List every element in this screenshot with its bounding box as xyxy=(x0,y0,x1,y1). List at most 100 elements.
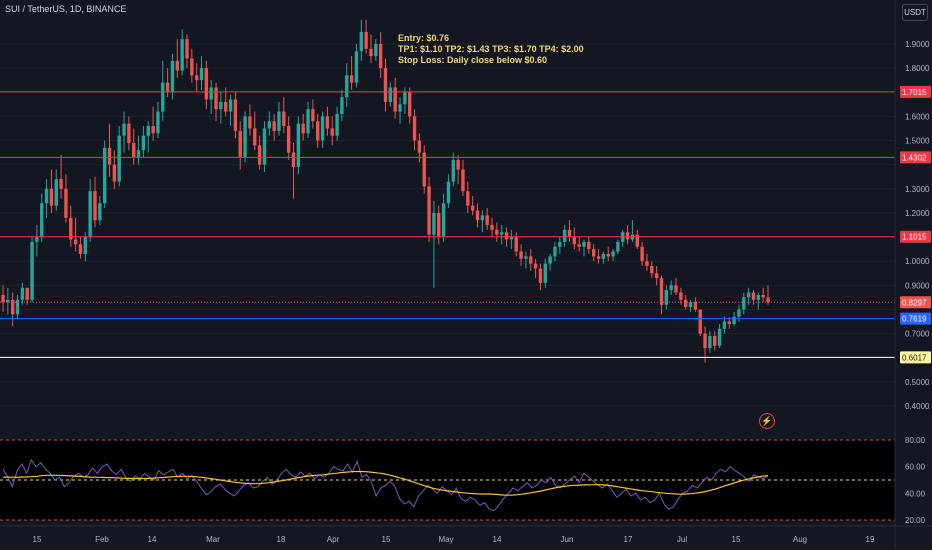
candle-body xyxy=(437,212,441,238)
candle-body xyxy=(199,68,204,81)
level-price-label: 0.7619 xyxy=(902,315,927,324)
x-axis-tick: Feb xyxy=(95,535,109,544)
candle-body xyxy=(446,181,451,204)
candle-body xyxy=(359,31,363,52)
annotation-entry: Entry: $0.76 xyxy=(398,33,450,43)
candle-body xyxy=(480,215,485,221)
candle-body xyxy=(364,31,368,49)
x-axis-tick: 15 xyxy=(382,535,391,544)
candle-body xyxy=(262,128,267,165)
candle-body xyxy=(161,82,165,112)
candle-body xyxy=(40,203,44,238)
candle-body xyxy=(44,188,49,204)
candle-body xyxy=(25,287,29,300)
candle-body xyxy=(345,75,349,98)
x-axis-tick: 18 xyxy=(277,535,286,544)
level-price-label-box xyxy=(900,85,931,98)
candle-body xyxy=(432,212,436,235)
candle-body xyxy=(248,116,252,129)
price-axis-tick: 0.9000 xyxy=(905,281,930,290)
candle-body xyxy=(112,164,117,182)
rsi-line xyxy=(2,458,769,512)
candle-body xyxy=(703,333,707,349)
x-axis-tick: Apr xyxy=(327,535,340,544)
currency-badge[interactable]: USDT xyxy=(902,4,928,21)
price-axis-tick: 0.5000 xyxy=(905,378,930,387)
candle-body xyxy=(761,294,765,298)
candle-body xyxy=(175,60,179,71)
candle-body xyxy=(558,241,562,247)
candle-body xyxy=(20,287,25,300)
x-axis-tick: Mar xyxy=(206,535,220,544)
candle-body xyxy=(185,39,189,59)
candle-body xyxy=(587,241,591,250)
candle-body xyxy=(296,123,301,168)
candle-body xyxy=(582,241,586,247)
candle-body xyxy=(78,244,83,254)
candle-body xyxy=(756,294,761,300)
candle-body xyxy=(538,268,543,283)
x-axis-tick: 19 xyxy=(866,535,875,544)
candle-body xyxy=(427,186,431,235)
candle-body xyxy=(374,44,378,57)
candle-body xyxy=(504,232,509,240)
x-axis-tick: 14 xyxy=(493,535,502,544)
candle-body xyxy=(751,292,756,300)
candle-body xyxy=(141,135,146,151)
candle-body xyxy=(204,68,209,100)
candle-body xyxy=(127,123,131,143)
candle-body xyxy=(650,266,654,274)
candle-body xyxy=(49,188,54,206)
candle-body xyxy=(470,205,475,211)
candle-body xyxy=(330,128,334,136)
annotation-targets: TP1: $1.10 TP2: $1.43 TP3: $1.70 TP4: $2… xyxy=(398,44,584,54)
candle-body xyxy=(194,75,199,81)
x-axis-tick: 14 xyxy=(148,535,157,544)
annotation-stop: Stop Loss: Daily close below $0.60 xyxy=(398,55,548,65)
candle-body xyxy=(562,229,567,242)
candle-body xyxy=(654,273,659,279)
candle-body xyxy=(122,123,126,136)
candle-body xyxy=(316,121,320,141)
candle-body xyxy=(98,203,102,221)
candle-body xyxy=(282,111,286,127)
candle-body xyxy=(742,297,746,310)
candle-body xyxy=(233,99,238,131)
price-axis-tick: 1.9000 xyxy=(905,40,930,49)
candle-body xyxy=(301,123,305,134)
candle-body xyxy=(146,126,150,136)
level-price-label-box xyxy=(900,296,931,309)
candle-body xyxy=(30,241,34,300)
candle-body xyxy=(170,60,175,93)
candle-body xyxy=(35,237,39,242)
candle-body xyxy=(408,92,412,117)
candle-body xyxy=(441,203,446,238)
price-axis-tick: 1.8000 xyxy=(905,64,930,73)
candle-body xyxy=(611,251,615,257)
candle-body xyxy=(717,328,722,346)
candle-body xyxy=(475,210,480,221)
candle-body xyxy=(683,299,688,308)
candle-body xyxy=(596,256,601,259)
lightning-icon[interactable]: ⚡ xyxy=(759,413,775,429)
candle-body xyxy=(393,87,397,112)
x-axis-tick: 17 xyxy=(624,535,633,544)
candle-body xyxy=(320,116,325,141)
candle-body xyxy=(219,101,223,110)
candle-body xyxy=(688,302,693,308)
rsi-axis-tick: 60.00 xyxy=(905,463,926,472)
candle-body xyxy=(601,253,606,259)
candle-body xyxy=(451,159,455,182)
price-axis-tick: 1.6000 xyxy=(905,112,930,121)
candle-body xyxy=(306,109,310,134)
candle-body xyxy=(616,241,620,252)
candle-body xyxy=(669,285,673,291)
candle-body xyxy=(509,237,514,240)
candle-body xyxy=(485,215,489,225)
candle-body xyxy=(354,51,359,83)
level-price-label: 1.1015 xyxy=(902,233,927,242)
candle-body xyxy=(732,316,736,324)
x-axis-tick: Aug xyxy=(793,535,807,544)
